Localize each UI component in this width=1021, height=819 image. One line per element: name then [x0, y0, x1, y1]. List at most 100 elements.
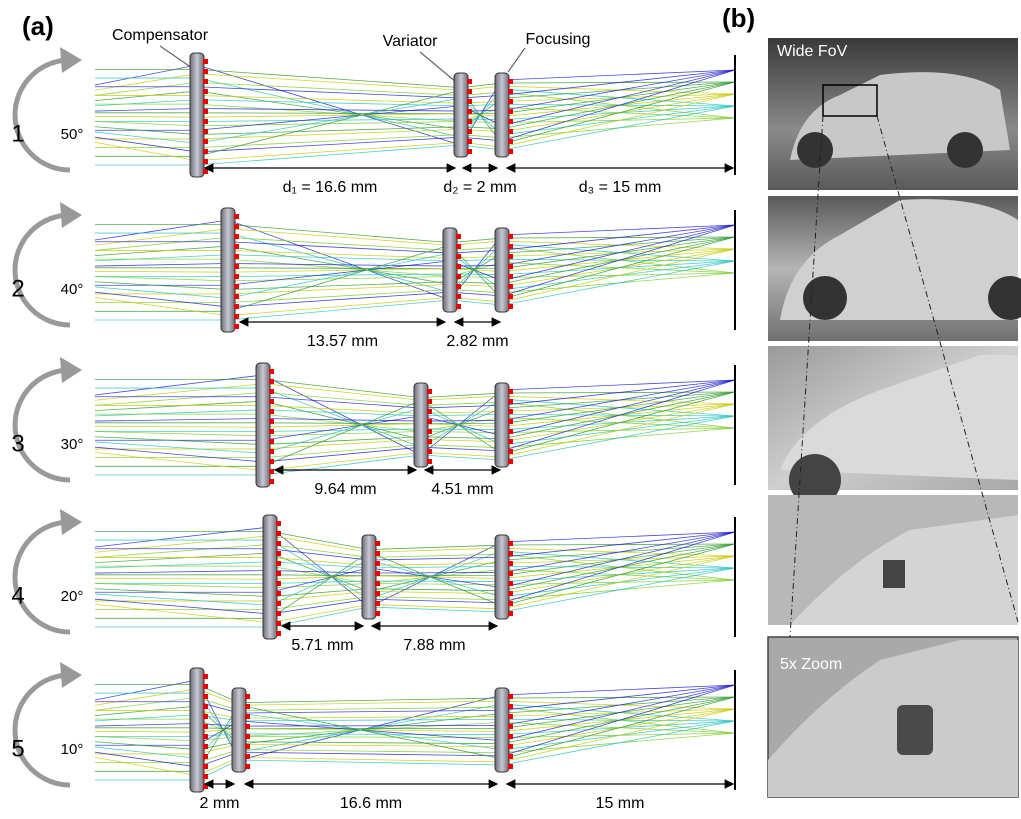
- dimension-label: 4.51 mm: [431, 481, 493, 498]
- lens-marker: [203, 119, 208, 124]
- lens-marker: [375, 581, 380, 586]
- ray: [95, 229, 735, 249]
- lens-marker: [508, 571, 513, 576]
- lens-marker: [234, 214, 239, 219]
- lens: [232, 688, 246, 772]
- lens-marker: [245, 764, 250, 769]
- lens-marker: [456, 234, 461, 239]
- lens: [190, 668, 204, 792]
- lens-marker: [269, 479, 274, 484]
- lens-marker: [203, 109, 208, 114]
- lens: [454, 73, 468, 157]
- ray: [95, 544, 735, 597]
- lens-marker: [234, 284, 239, 289]
- lens-marker: [508, 754, 513, 759]
- lens-marker: [375, 541, 380, 546]
- lens-marker: [269, 409, 274, 414]
- lens-marker: [234, 294, 239, 299]
- lens-marker: [245, 724, 250, 729]
- lens-marker: [203, 724, 208, 729]
- lens-marker: [508, 551, 513, 556]
- ray: [95, 556, 735, 565]
- lens: [414, 383, 428, 467]
- lens-marker: [269, 379, 274, 384]
- lens-marker: [203, 734, 208, 739]
- lens-marker: [276, 541, 281, 546]
- lens-marker: [234, 244, 239, 249]
- lens-marker: [427, 399, 432, 404]
- arrow-head: [60, 662, 82, 688]
- lens-marker: [203, 159, 208, 164]
- lens-marker: [427, 429, 432, 434]
- lens-marker: [508, 119, 513, 124]
- leader: [420, 52, 456, 82]
- lens-marker: [203, 694, 208, 699]
- panel-label: (a): [22, 11, 54, 41]
- rotation-arrow: [15, 675, 70, 785]
- leader: [508, 48, 525, 72]
- lens-marker: [375, 591, 380, 596]
- dimension-label: 9.64 mm: [314, 481, 376, 498]
- lens-marker: [203, 744, 208, 749]
- lens-marker: [203, 764, 208, 769]
- lens-marker: [508, 449, 513, 454]
- lens-marker: [203, 714, 208, 719]
- lens-marker: [203, 704, 208, 709]
- lens-marker: [234, 234, 239, 239]
- lens-marker: [456, 254, 461, 259]
- lens: [256, 363, 270, 487]
- lens-marker: [508, 244, 513, 249]
- lens-marker: [276, 631, 281, 636]
- lens-marker: [234, 224, 239, 229]
- lens: [221, 208, 235, 332]
- lens-marker: [234, 324, 239, 329]
- lens-marker: [508, 704, 513, 709]
- dimension-label: 5.71 mm: [291, 637, 353, 654]
- lens-marker: [508, 439, 513, 444]
- lens: [190, 53, 204, 177]
- row-number: 4: [11, 582, 24, 609]
- lens-marker: [203, 774, 208, 779]
- lens-marker: [276, 571, 281, 576]
- figure: (a) (b) Compensator Variator Focusing Wi…: [0, 0, 1021, 814]
- lens-marker: [203, 784, 208, 789]
- lens-marker: [508, 399, 513, 404]
- lens-marker: [203, 69, 208, 74]
- lens-marker: [203, 674, 208, 679]
- ray: [95, 531, 735, 549]
- arrow-head: [60, 509, 82, 535]
- lens-marker: [203, 99, 208, 104]
- lens-marker: [276, 551, 281, 556]
- lens-marker: [375, 551, 380, 556]
- lens-marker: [234, 304, 239, 309]
- lens-marker: [269, 469, 274, 474]
- lens-marker: [276, 611, 281, 616]
- lens-marker: [269, 419, 274, 424]
- lens-marker: [467, 139, 472, 144]
- lens-marker: [508, 409, 513, 414]
- lens-marker: [427, 439, 432, 444]
- dimension-label: 13.57 mm: [307, 333, 378, 350]
- lens-marker: [508, 764, 513, 769]
- lens-marker: [245, 704, 250, 709]
- lens-marker: [508, 234, 513, 239]
- lens: [495, 535, 509, 619]
- lens-marker: [456, 244, 461, 249]
- lens-marker: [269, 449, 274, 454]
- lens-marker: [508, 694, 513, 699]
- rotation-arrow: [15, 370, 70, 480]
- lens-marker: [508, 601, 513, 606]
- lens-marker: [456, 304, 461, 309]
- element-label: Compensator: [112, 27, 209, 44]
- lens: [263, 515, 277, 639]
- lens-marker: [508, 149, 513, 154]
- lens-marker: [427, 389, 432, 394]
- element-label: Variator: [383, 33, 439, 50]
- lens-marker: [508, 591, 513, 596]
- lens-marker: [234, 274, 239, 279]
- lens-marker: [508, 419, 513, 424]
- lens-marker: [508, 79, 513, 84]
- lens-marker: [508, 109, 513, 114]
- lens: [495, 383, 509, 467]
- lens-marker: [375, 571, 380, 576]
